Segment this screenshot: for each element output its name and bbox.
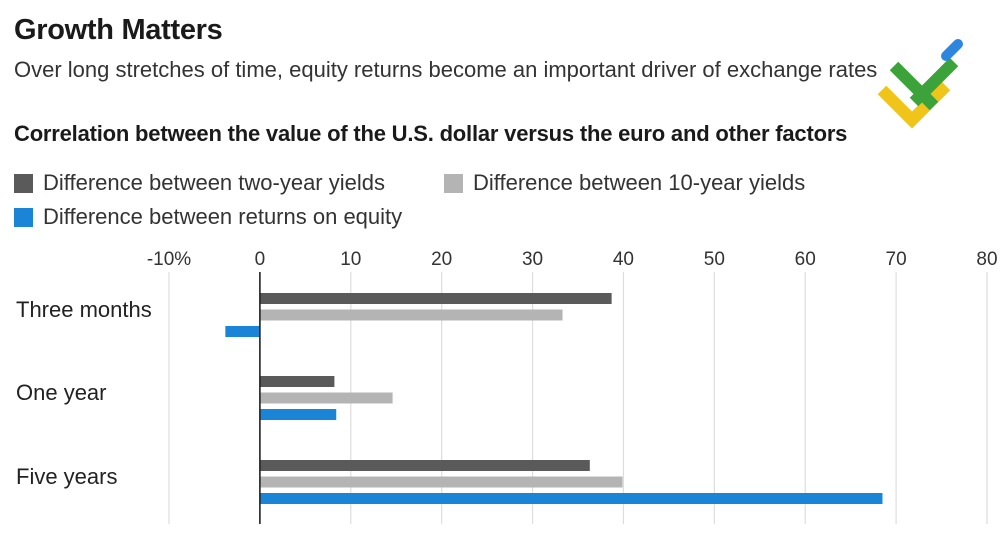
x-tick-label: 80 — [976, 249, 997, 270]
legend-label-equity: Difference between returns on equity — [43, 204, 403, 229]
chart-title: Correlation between the value of the U.S… — [14, 121, 848, 146]
bar-ten-year — [259, 476, 623, 488]
legend-swatch-two-year — [14, 173, 33, 193]
category-label: One year — [16, 380, 107, 405]
legend-item-two-year: Difference between two-year yields — [14, 170, 385, 196]
category-label: Five years — [16, 464, 117, 489]
x-tick-label: 70 — [886, 249, 907, 270]
bar-two-year — [259, 376, 335, 387]
x-tick-label: 0 — [255, 249, 266, 270]
bar-equity — [225, 326, 260, 337]
legend-swatch-ten-year — [444, 173, 463, 193]
x-tick-label: 10 — [340, 249, 361, 270]
category-label: Three months — [16, 297, 152, 322]
x-tick-label: 40 — [613, 249, 634, 270]
legend-item-ten-year: Difference between 10-year yields — [444, 170, 805, 196]
x-tick-label: 50 — [704, 249, 725, 270]
legend-label-ten-year: Difference between 10-year yields — [473, 170, 806, 195]
legend-label-two-year: Difference between two-year yields — [43, 170, 385, 195]
bar-equity — [259, 409, 337, 420]
watermark-logo — [877, 39, 963, 129]
x-tick-label: 30 — [522, 249, 543, 270]
legend-swatch-equity — [14, 207, 33, 227]
x-tick-label: -10% — [147, 249, 191, 270]
x-tick-label: 60 — [795, 249, 816, 270]
legend-item-equity: Difference between returns on equity — [14, 204, 402, 230]
x-tick-label: 20 — [431, 249, 452, 270]
page-title: Growth Matters — [14, 14, 223, 46]
bar-two-year — [259, 460, 590, 471]
bar-equity — [259, 493, 883, 504]
bar-two-year — [259, 293, 612, 304]
page-subtitle: Over long stretches of time, equity retu… — [14, 57, 878, 82]
bar-ten-year — [259, 392, 393, 404]
bar-ten-year — [259, 309, 563, 321]
